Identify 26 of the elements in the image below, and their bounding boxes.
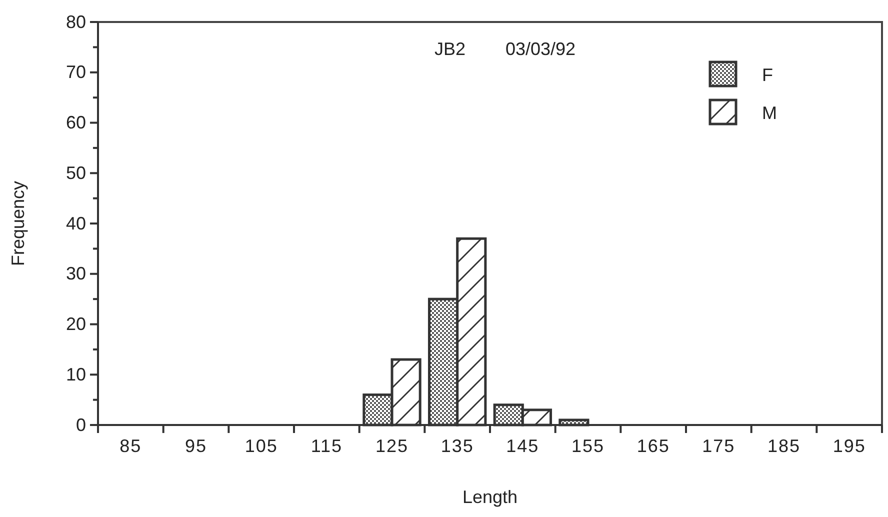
x-tick-label: 85: [120, 436, 142, 456]
x-tick-label: 185: [767, 436, 801, 456]
y-tick-label: 70: [66, 62, 86, 82]
x-tick-label: 155: [571, 436, 605, 456]
x-tick-label: 175: [702, 436, 736, 456]
y-tick-label: 20: [66, 314, 86, 334]
y-tick-label: 60: [66, 112, 86, 133]
x-axis-title: Length: [462, 487, 518, 507]
x-tick-label: 95: [184, 436, 208, 456]
y-tick-label: 0: [76, 414, 86, 435]
y-tick-label: 50: [66, 162, 86, 183]
x-tick-label: 105: [244, 436, 278, 456]
x-tick-label: 195: [832, 436, 866, 456]
legend-label: F: [762, 65, 773, 85]
y-tick-label: 80: [66, 12, 86, 32]
x-tick-label: 115: [310, 436, 343, 456]
y-tick-label: 40: [66, 213, 86, 234]
x-tick-label: 165: [636, 436, 670, 456]
y-axis-title: Frequency: [8, 180, 28, 266]
y-tick-label: 10: [66, 364, 86, 384]
text: JB2 03/03/92: [434, 39, 576, 59]
legend-label: M: [762, 103, 777, 123]
y-tick-label: 30: [66, 264, 86, 284]
x-tick-label: 145: [506, 436, 540, 456]
x-tick-label: 135: [440, 436, 474, 456]
x-tick-label: 125: [375, 436, 409, 456]
